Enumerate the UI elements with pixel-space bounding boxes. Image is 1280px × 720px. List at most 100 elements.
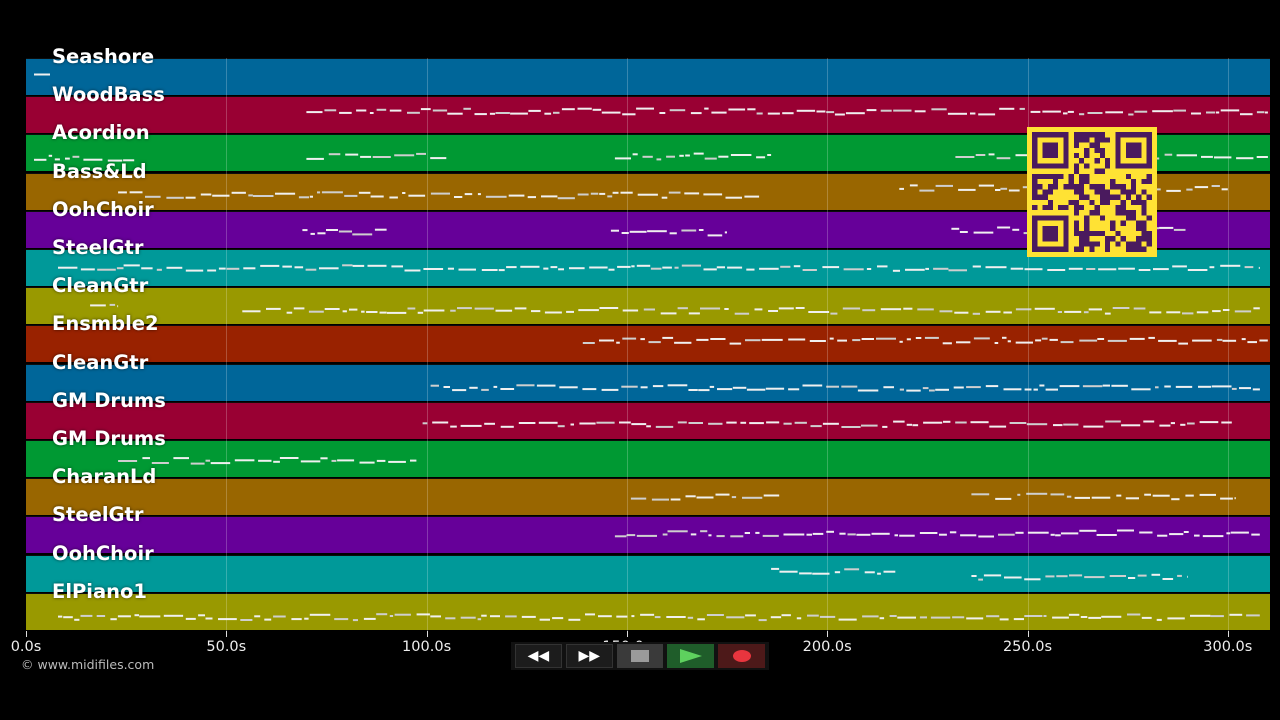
note	[674, 342, 692, 345]
track-label: CleanGtr	[52, 274, 149, 298]
note	[829, 337, 834, 340]
note	[366, 311, 378, 314]
note	[866, 109, 877, 112]
note	[783, 533, 805, 536]
note	[861, 338, 874, 341]
note	[930, 616, 951, 619]
note	[877, 265, 888, 268]
note	[254, 615, 261, 618]
note	[460, 616, 476, 619]
note	[420, 108, 431, 111]
track-label: GM Drums	[52, 427, 166, 450]
note	[273, 460, 280, 463]
note	[779, 570, 798, 573]
note	[356, 109, 367, 112]
note	[185, 269, 204, 272]
note	[1080, 615, 1088, 618]
note	[756, 112, 763, 115]
note	[96, 614, 106, 617]
note	[34, 159, 47, 162]
note	[308, 310, 324, 313]
note	[905, 268, 925, 271]
note	[1131, 387, 1151, 390]
stop-button[interactable]	[616, 644, 664, 668]
note	[1185, 494, 1194, 497]
note	[734, 312, 750, 315]
note	[598, 614, 612, 617]
note	[566, 311, 574, 314]
note	[1153, 268, 1169, 271]
note	[1180, 423, 1186, 426]
note	[616, 615, 628, 618]
note	[912, 423, 919, 426]
note	[599, 307, 619, 310]
note	[1015, 341, 1033, 344]
track-label: WoodBass	[52, 83, 165, 107]
note	[361, 310, 365, 313]
note	[302, 228, 308, 231]
note	[1118, 267, 1135, 270]
note	[342, 264, 353, 267]
note	[557, 196, 575, 199]
note	[744, 532, 750, 535]
note	[273, 615, 286, 618]
note	[607, 194, 613, 197]
note	[693, 152, 704, 155]
note	[578, 309, 599, 312]
record-button[interactable]	[718, 644, 765, 668]
grid-line	[226, 58, 228, 631]
rewind-button[interactable]: ◀◀	[515, 644, 562, 668]
note	[1079, 530, 1097, 533]
note	[679, 155, 684, 158]
note	[995, 188, 1001, 191]
note	[134, 613, 139, 616]
note	[410, 459, 417, 462]
note	[510, 112, 528, 115]
note	[1083, 425, 1104, 428]
note	[655, 425, 674, 428]
note	[258, 459, 272, 462]
note	[1206, 111, 1215, 114]
play-button[interactable]	[667, 644, 715, 668]
note	[612, 191, 619, 194]
note	[972, 265, 981, 268]
note	[447, 267, 454, 270]
note	[640, 338, 645, 341]
note	[1060, 341, 1074, 344]
note	[802, 384, 823, 387]
note	[1241, 338, 1246, 341]
note	[454, 195, 463, 198]
note	[498, 269, 505, 272]
note	[652, 384, 664, 387]
note	[768, 310, 778, 313]
note	[118, 460, 138, 462]
note	[388, 460, 406, 463]
note	[1084, 575, 1105, 578]
note	[1264, 111, 1268, 114]
note	[838, 618, 857, 621]
note	[317, 232, 326, 235]
note	[506, 266, 517, 269]
note	[110, 617, 117, 620]
note-lane	[306, 107, 1268, 116]
note	[1211, 384, 1232, 387]
note	[1229, 613, 1243, 616]
fast-forward-button[interactable]: ▶▶	[565, 644, 613, 668]
note-lane	[118, 457, 417, 465]
note	[1139, 531, 1153, 534]
note	[569, 267, 585, 270]
note	[65, 157, 70, 160]
note	[1087, 112, 1103, 115]
note	[1063, 423, 1079, 426]
note	[1209, 266, 1215, 269]
note	[631, 265, 635, 268]
note	[614, 157, 631, 160]
note	[376, 459, 386, 462]
note	[407, 307, 416, 310]
note	[704, 107, 709, 110]
note	[1049, 339, 1058, 342]
note	[778, 307, 794, 310]
note	[300, 460, 321, 463]
note	[643, 308, 655, 311]
axis-tick-label: 200.0s	[802, 639, 852, 655]
